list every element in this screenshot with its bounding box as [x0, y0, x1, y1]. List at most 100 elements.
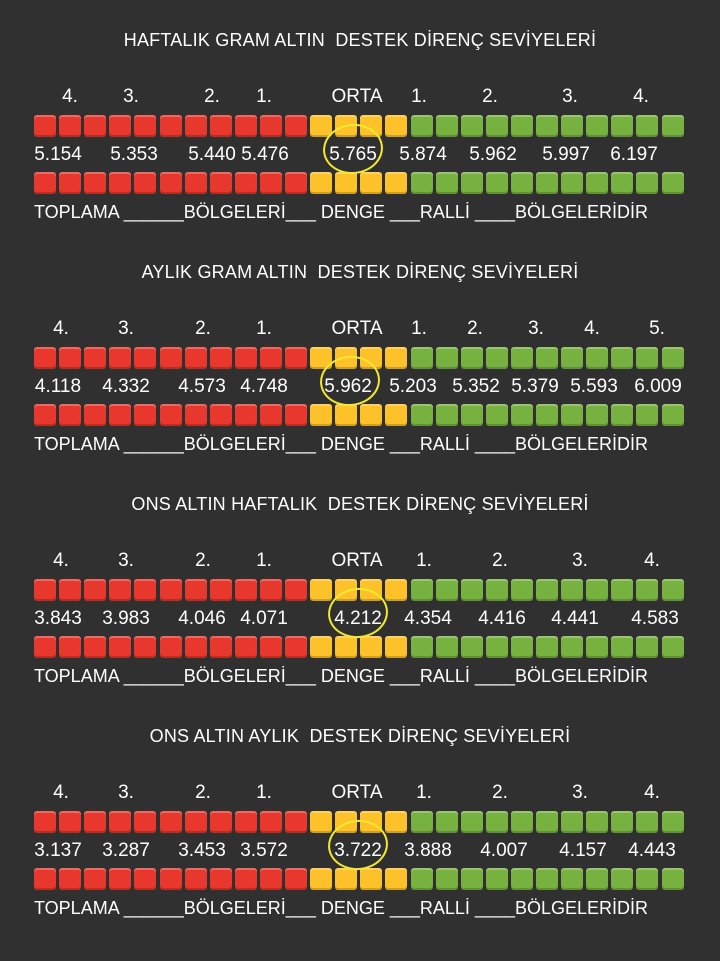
level-label: 1.	[416, 550, 432, 571]
red-square-icon	[234, 811, 257, 833]
level-label: 4.	[53, 782, 69, 803]
red-square-icon	[184, 579, 207, 601]
green-square-icon	[661, 115, 684, 137]
red-square-icon	[184, 172, 207, 194]
red-square-icon	[159, 811, 182, 833]
level-value: 5.203	[389, 376, 437, 397]
red-square-icon	[259, 579, 282, 601]
red-square-icon	[234, 868, 257, 890]
red-square-icon	[209, 636, 232, 658]
red-square-icon	[234, 636, 257, 658]
red-square-icon	[234, 347, 257, 369]
red-square-icon	[209, 579, 232, 601]
level-label: 3.	[123, 86, 139, 107]
red-square-icon	[285, 347, 307, 369]
red-square-icon	[234, 404, 257, 426]
red-square-icon	[234, 115, 257, 137]
red-square-icon	[134, 579, 157, 601]
red-square-icon	[59, 115, 82, 137]
yellow-square-icon	[360, 579, 383, 601]
red-square-icon	[159, 868, 182, 890]
red-square-icon	[109, 115, 132, 137]
yellow-square-icon	[335, 579, 358, 601]
level-label: 1.	[411, 86, 427, 107]
red-square-icon	[59, 172, 82, 194]
red-square-icon	[285, 811, 307, 833]
section-monthly-ounce-gold: ONS ALTIN AYLIK DESTEK DİRENÇ SEVİYELERİ…	[0, 696, 720, 928]
green-square-icon	[586, 404, 609, 426]
level-value: 5.352	[452, 376, 500, 397]
level-label: 1.	[256, 782, 272, 803]
green-square-icon	[586, 636, 609, 658]
red-square-icon	[184, 347, 207, 369]
red-square-icon	[259, 868, 282, 890]
red-square-icon	[209, 115, 232, 137]
red-square-icon	[109, 579, 132, 601]
level-value: 4.443	[628, 840, 676, 861]
green-square-icon	[410, 868, 433, 890]
red-square-icon	[159, 636, 182, 658]
green-square-icon	[611, 115, 634, 137]
zone-legend: TOPLAMA ______BÖLGELERİ___ DENGE ___RALL…	[34, 898, 648, 918]
level-value: 3.287	[102, 840, 150, 861]
yellow-square-icon	[360, 868, 383, 890]
level-value: 6.197	[610, 144, 658, 165]
green-square-icon	[485, 172, 508, 194]
level-label: 4.	[644, 550, 660, 571]
level-value: 3.983	[102, 608, 150, 629]
red-square-icon	[34, 172, 56, 194]
red-square-icon	[285, 579, 307, 601]
green-square-icon	[510, 636, 533, 658]
green-square-icon	[636, 347, 659, 369]
level-label: 1.	[411, 318, 427, 339]
green-square-icon	[536, 404, 558, 426]
level-label: 2.	[482, 86, 498, 107]
green-square-icon	[561, 347, 584, 369]
red-square-icon	[34, 868, 56, 890]
yellow-square-icon	[335, 347, 358, 369]
red-square-icon	[234, 172, 257, 194]
level-value: 3.453	[178, 840, 226, 861]
green-square-icon	[661, 347, 684, 369]
green-square-icon	[510, 404, 533, 426]
red-square-icon	[159, 579, 182, 601]
zone-legend: TOPLAMA ______BÖLGELERİ___ DENGE ___RALL…	[34, 666, 648, 686]
green-square-icon	[611, 404, 634, 426]
red-square-icon	[59, 579, 82, 601]
level-label: 4.	[584, 318, 600, 339]
green-square-icon	[435, 636, 458, 658]
green-square-icon	[435, 404, 458, 426]
green-square-icon	[410, 811, 433, 833]
yellow-square-icon	[335, 811, 358, 833]
green-square-icon	[410, 347, 433, 369]
red-square-icon	[134, 404, 157, 426]
level-label: 1.	[256, 86, 272, 107]
green-square-icon	[586, 347, 609, 369]
green-square-icon	[510, 347, 533, 369]
level-value: 5.353	[110, 144, 158, 165]
green-square-icon	[586, 811, 609, 833]
green-square-icon	[611, 172, 634, 194]
level-label: 4.	[53, 318, 69, 339]
red-square-icon	[184, 868, 207, 890]
red-square-icon	[84, 115, 107, 137]
red-square-icon	[259, 404, 282, 426]
level-value: 4.354	[404, 608, 452, 629]
yellow-square-icon	[360, 115, 383, 137]
zone-bar-bottom	[34, 404, 684, 426]
red-square-icon	[285, 172, 307, 194]
level-label: 3.	[572, 550, 588, 571]
red-square-icon	[259, 172, 282, 194]
level-label: 3.	[528, 318, 544, 339]
level-value: 4.071	[240, 608, 288, 629]
level-value: 4.332	[102, 376, 150, 397]
green-square-icon	[435, 347, 458, 369]
green-square-icon	[661, 868, 684, 890]
section-title: ONS ALTIN HAFTALIK DESTEK DİRENÇ SEVİYEL…	[131, 494, 589, 514]
green-square-icon	[561, 404, 584, 426]
green-square-icon	[460, 115, 483, 137]
green-square-icon	[661, 579, 684, 601]
level-value: 5.874	[399, 144, 447, 165]
level-label: 2.	[204, 86, 220, 107]
red-square-icon	[234, 579, 257, 601]
